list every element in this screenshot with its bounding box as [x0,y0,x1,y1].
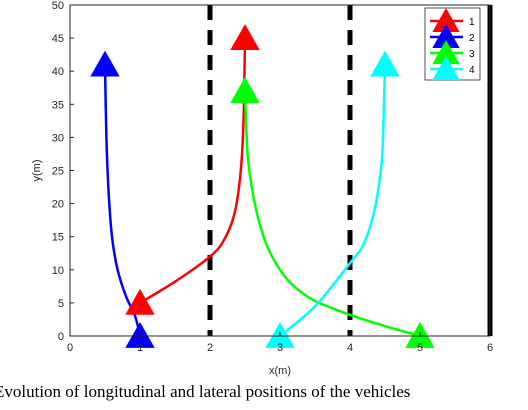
legend-marker-2 [432,24,460,49]
trajectory-4 [279,64,387,337]
plot-background [70,5,490,336]
x-tick-label: 2 [207,342,213,354]
y-tick-label: 0 [58,331,64,343]
trajectory-3 [243,91,421,338]
legend-marker-4 [432,56,460,81]
y-tick-label: 40 [52,66,64,78]
x-tick-label: 5 [417,342,423,354]
legend-marker-3 [432,40,460,65]
end-marker-3 [230,77,260,103]
y-tick-label: 35 [52,99,64,111]
legend: 1 2 3 4 [424,7,481,81]
plot-area [70,5,490,336]
x-tick-label: 6 [487,342,493,354]
y-tick-label: 10 [52,265,64,277]
y-tick-label: 45 [52,33,64,45]
x-tick-label: 4 [347,342,353,354]
x-axis-label: x(m) [269,365,291,377]
y-tick-label: 30 [52,132,64,144]
end-marker-4 [370,50,400,77]
end-marker-1 [230,24,260,50]
y-tick-label: 25 [52,166,64,178]
legend-marker-1 [432,8,460,33]
legend-label-2: 2 [469,33,475,44]
y-tick-label: 20 [52,199,64,211]
legend-label-1: 1 [469,17,475,28]
start-marker-1 [125,288,155,315]
y-tick-label: 15 [52,232,64,244]
x-tick-label: 3 [277,342,283,354]
y-axis-label: y(m) [31,160,43,182]
y-tick-label: 5 [58,298,64,310]
end-marker-2 [90,50,120,77]
trajectory-1 [139,38,247,304]
figure-caption: Evolution of longitudinal and lateral po… [0,382,411,401]
legend-label-4: 4 [469,65,475,76]
y-tick-label: 50 [52,0,64,12]
x-tick-label: 1 [137,342,143,354]
x-tick-label: 0 [67,342,73,354]
legend-label-3: 3 [469,49,475,60]
